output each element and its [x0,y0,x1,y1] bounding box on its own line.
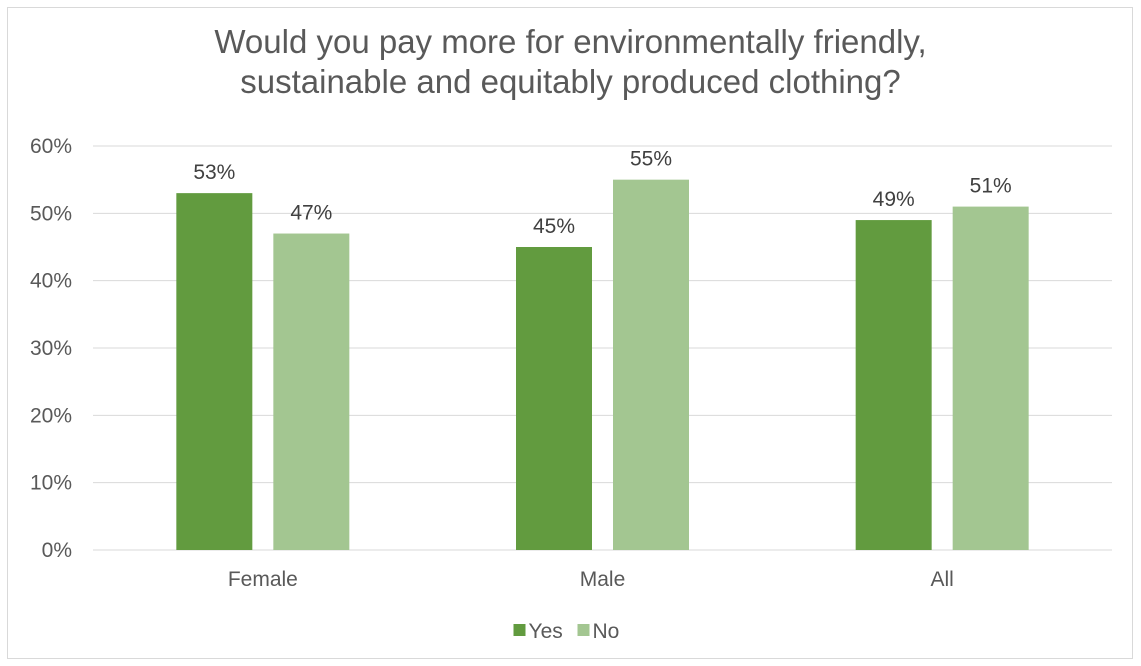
data-labels: 53% 47% 45% 55% 49% 51% [193,148,1011,238]
y-axis: 0% 10% 20% 30% 40% 50% 60% [30,135,72,562]
x-category-label: All [930,568,953,591]
bar-all-no [952,206,1029,550]
data-label-all-no: 51% [970,175,1012,198]
x-category-label: Male [580,568,626,591]
bars [176,179,1029,551]
legend-label-yes: Yes [529,620,563,643]
legend-swatch-no [577,624,590,636]
x-axis: Female Male All [228,568,954,591]
chart-title: Would you pay more for environmentally f… [0,22,1141,102]
legend-swatch-yes [513,624,526,636]
gridlines [93,145,1112,551]
y-tick-label: 0% [42,539,72,562]
bar-all-yes [855,220,932,551]
data-label-female-yes: 53% [193,161,235,184]
chart-title-line-2: sustainable and equitably produced cloth… [240,63,901,100]
legend-label-no: No [593,620,620,643]
bar-female-no [273,233,350,551]
y-tick-label: 20% [30,404,72,427]
data-label-female-no: 47% [290,202,332,225]
legend: Yes No [513,620,620,643]
y-tick-label: 60% [30,135,72,158]
y-tick-label: 40% [30,270,72,293]
data-label-all-yes: 49% [873,188,915,211]
data-label-male-yes: 45% [533,215,575,238]
bar-male-yes [516,247,592,550]
y-tick-label: 50% [30,202,72,225]
y-tick-label: 10% [30,472,72,495]
chart-title-line-1: Would you pay more for environmentally f… [214,23,927,60]
y-tick-label: 30% [30,337,72,360]
bar-male-no [613,179,689,550]
x-category-label: Female [228,568,298,591]
bar-female-yes [176,193,253,550]
data-label-male-no: 55% [630,148,672,171]
